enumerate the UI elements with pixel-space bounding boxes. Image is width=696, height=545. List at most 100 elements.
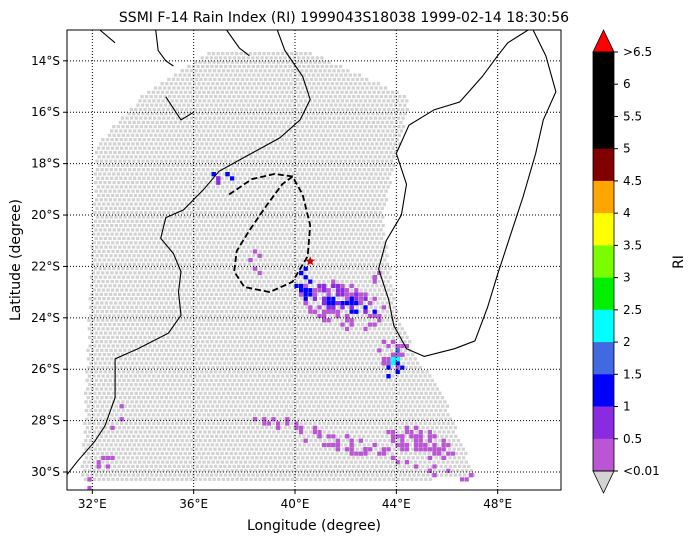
swath-pixel — [254, 69, 258, 73]
swath-pixel — [197, 365, 201, 370]
swath-pixel — [178, 340, 182, 344]
swath-pixel — [94, 181, 98, 185]
swath-pixel — [364, 116, 368, 120]
swath-pixel — [253, 185, 257, 189]
swath-pixel — [230, 241, 234, 245]
swath-pixel — [263, 163, 267, 167]
swath-pixel — [372, 232, 376, 236]
swath-pixel — [301, 86, 305, 90]
swath-pixel — [383, 163, 387, 167]
swath-pixel — [390, 348, 394, 352]
swath-pixel — [370, 331, 375, 335]
swath-pixel — [178, 387, 182, 391]
swath-pixel — [265, 387, 269, 391]
swath-pixel — [224, 348, 228, 352]
swath-pixel — [393, 378, 398, 382]
swath-pixel — [343, 112, 347, 116]
swath-pixel — [155, 254, 159, 258]
swath-pixel — [288, 206, 292, 210]
swath-pixel — [351, 172, 355, 176]
swath-pixel — [351, 86, 355, 90]
swath-pixel — [343, 245, 347, 249]
swath-pixel — [183, 357, 187, 361]
swath-pixel — [219, 112, 223, 116]
swath-pixel — [205, 254, 210, 258]
swath-pixel — [120, 146, 124, 150]
swath-pixel — [213, 322, 218, 327]
swath-pixel — [204, 125, 208, 129]
swath-pixel — [136, 284, 140, 288]
swath-pixel — [367, 318, 372, 322]
swath-pixel — [384, 245, 389, 249]
swath-pixel — [327, 202, 331, 206]
swath-pixel — [387, 288, 391, 292]
swath-pixel — [119, 185, 123, 189]
swath-pixel — [138, 155, 143, 159]
swath-pixel — [256, 73, 260, 77]
swath-pixel — [335, 129, 339, 133]
swath-pixel — [356, 86, 360, 90]
swath-pixel — [325, 168, 330, 172]
swath-pixel — [257, 129, 261, 133]
swath-pixel — [255, 86, 259, 90]
swath-pixel — [264, 189, 269, 193]
swath-pixel — [202, 365, 206, 370]
swath-pixel — [318, 116, 322, 120]
swath-pixel — [300, 344, 304, 348]
swath-pixel — [136, 103, 140, 107]
swath-pixel — [312, 90, 316, 94]
swath-pixel — [99, 189, 103, 193]
swath-pixel — [108, 292, 113, 296]
swath-pixel — [234, 176, 238, 180]
swath-pixel — [117, 275, 121, 279]
swath-pixel — [117, 236, 121, 241]
swath-pixel — [116, 211, 120, 215]
swath-pixel — [180, 383, 184, 387]
swath-pixel — [272, 155, 276, 159]
swath-pixel — [371, 159, 375, 163]
swath-pixel — [311, 348, 316, 352]
swath-pixel — [171, 353, 175, 357]
swath-pixel — [218, 314, 222, 318]
swath-pixel — [350, 155, 354, 159]
swath-pixel — [298, 120, 302, 124]
swath-pixel — [217, 249, 221, 253]
swath-pixel — [106, 279, 110, 284]
swath-pixel — [125, 344, 129, 348]
swath-pixel — [263, 77, 268, 81]
swath-pixel — [353, 73, 357, 77]
swath-pixel — [353, 82, 357, 86]
swath-pixel — [339, 206, 343, 210]
swath-pixel — [332, 69, 336, 73]
swath-pixel — [244, 99, 248, 103]
swath-pixel — [297, 340, 301, 344]
swath-pixel — [159, 103, 163, 107]
swath-pixel — [288, 245, 292, 249]
swath-pixel — [330, 129, 335, 133]
swath-pixel — [251, 245, 255, 249]
swath-pixel — [309, 77, 314, 81]
swath-pixel — [398, 378, 402, 382]
swath-pixel — [288, 348, 293, 352]
swath-pixel — [319, 125, 323, 129]
swath-pixel — [175, 344, 180, 348]
swath-pixel — [167, 322, 172, 327]
swath-pixel — [321, 176, 325, 180]
map-plot-area[interactable] — [67, 30, 561, 490]
swath-pixel — [95, 301, 99, 305]
swath-pixel — [363, 232, 367, 236]
swath-pixel — [299, 193, 303, 198]
swath-pixel — [308, 146, 312, 150]
swath-pixel — [311, 64, 315, 69]
swath-pixel — [109, 387, 113, 391]
swath-pixel — [435, 387, 439, 391]
swath-pixel — [306, 331, 310, 335]
swath-pixel — [149, 95, 153, 99]
swath-pixel — [226, 202, 230, 206]
swath-pixel — [315, 245, 320, 249]
swath-pixel — [207, 288, 211, 292]
swath-pixel — [178, 112, 182, 116]
swath-pixel — [243, 168, 247, 172]
swath-pixel — [310, 275, 314, 279]
swath-pixel — [268, 172, 272, 176]
